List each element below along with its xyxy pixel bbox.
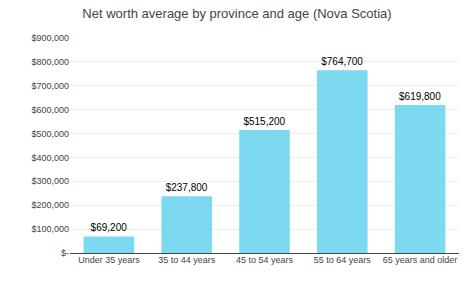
svg-text:$600,000: $600,000: [31, 105, 69, 115]
svg-text:55 to 64 years: 55 to 64 years: [314, 255, 372, 265]
svg-text:$400,000: $400,000: [31, 153, 69, 163]
svg-text:$237,800: $237,800: [166, 182, 208, 193]
svg-text:45 to 54 years: 45 to 54 years: [236, 255, 294, 265]
svg-text:$69,200: $69,200: [91, 222, 128, 233]
svg-text:$200,000: $200,000: [31, 200, 69, 210]
svg-text:Net worth average by province: Net worth average by province and age (N…: [82, 6, 391, 21]
svg-text:$515,200: $515,200: [243, 116, 285, 127]
svg-text:35 to 44 years: 35 to 44 years: [158, 255, 216, 265]
svg-text:$900,000: $900,000: [31, 33, 69, 43]
svg-text:$619,800: $619,800: [399, 91, 441, 102]
svg-text:$500,000: $500,000: [31, 129, 69, 139]
svg-text:$700,000: $700,000: [31, 81, 69, 91]
svg-text:Under 35 years: Under 35 years: [78, 255, 140, 265]
svg-text:65 years and older: 65 years and older: [383, 255, 458, 265]
svg-text:$100,000: $100,000: [31, 224, 69, 234]
svg-text:$-: $-: [61, 248, 69, 258]
svg-text:$800,000: $800,000: [31, 57, 69, 67]
svg-text:$764,700: $764,700: [321, 56, 363, 67]
svg-text:$300,000: $300,000: [31, 176, 69, 186]
